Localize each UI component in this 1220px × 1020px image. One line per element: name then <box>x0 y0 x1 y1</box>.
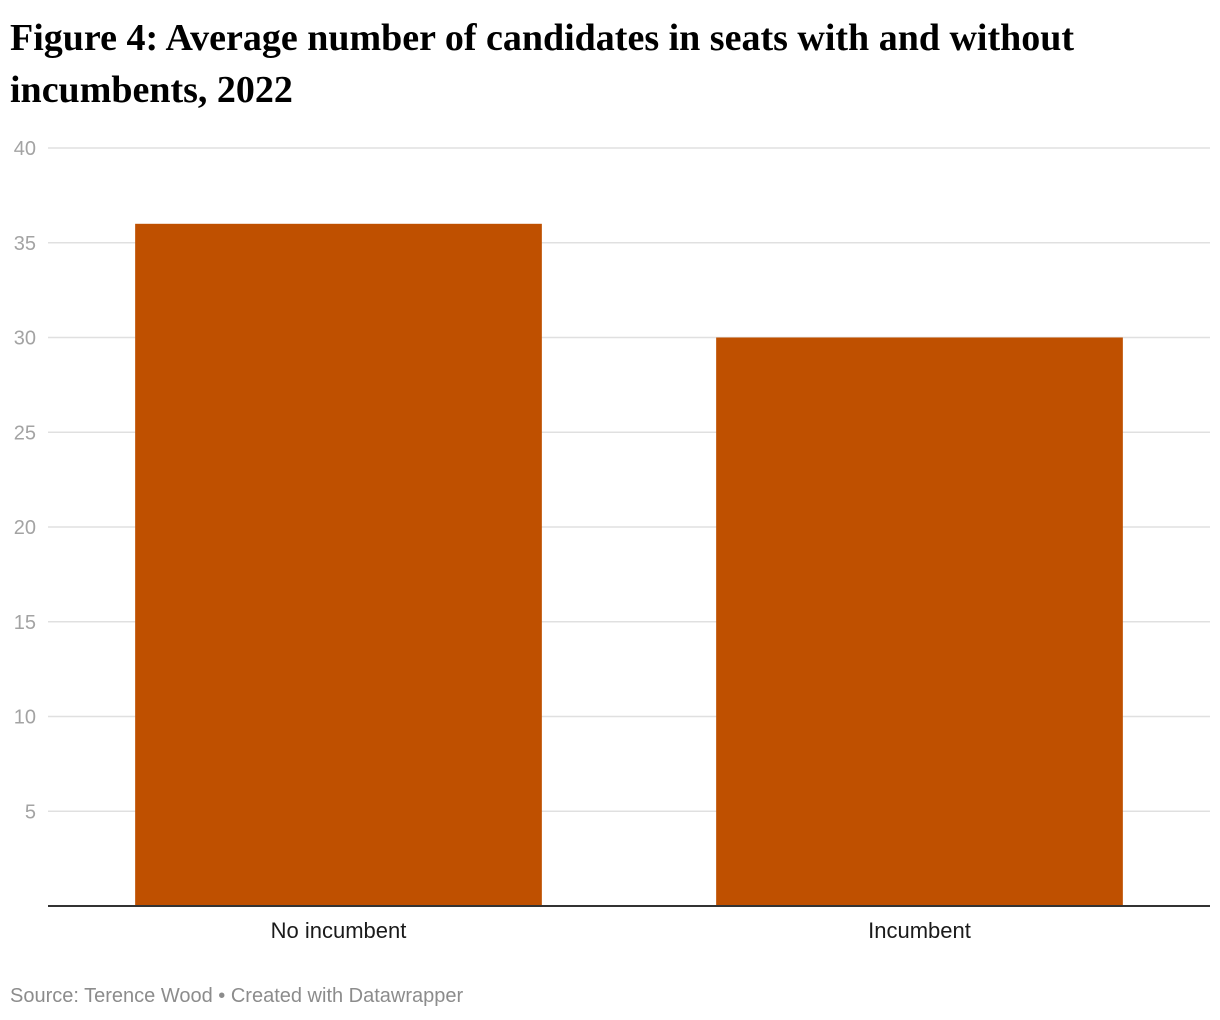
x-category-label: Incumbent <box>868 918 971 943</box>
y-tick-label: 30 <box>14 328 36 350</box>
y-tick-label: 5 <box>25 801 36 823</box>
y-tick-label: 15 <box>14 612 36 634</box>
bar <box>135 223 542 907</box>
y-tick-label: 20 <box>14 517 36 539</box>
x-category-label: No incumbent <box>271 918 407 943</box>
bar <box>716 337 1123 906</box>
source-text: Source: Terence Wood <box>10 985 213 1007</box>
credit-text: Created with Datawrapper <box>230 985 464 1007</box>
y-tick-label: 40 <box>14 138 36 160</box>
x-axis-categories: No incumbent Incumbent <box>271 918 971 943</box>
bars <box>135 223 1123 907</box>
chart-title: Figure 4: Average number of candidates i… <box>10 17 1075 111</box>
y-tick-label: 25 <box>14 422 36 444</box>
source-separator: • <box>212 985 231 1007</box>
y-tick-label: 10 <box>14 707 36 729</box>
source-note: Source: Terence Wood • Created with Data… <box>10 985 463 1008</box>
y-tick-label: 35 <box>14 233 36 255</box>
y-axis-ticks: 5 10 15 20 25 30 35 40 <box>14 138 36 823</box>
